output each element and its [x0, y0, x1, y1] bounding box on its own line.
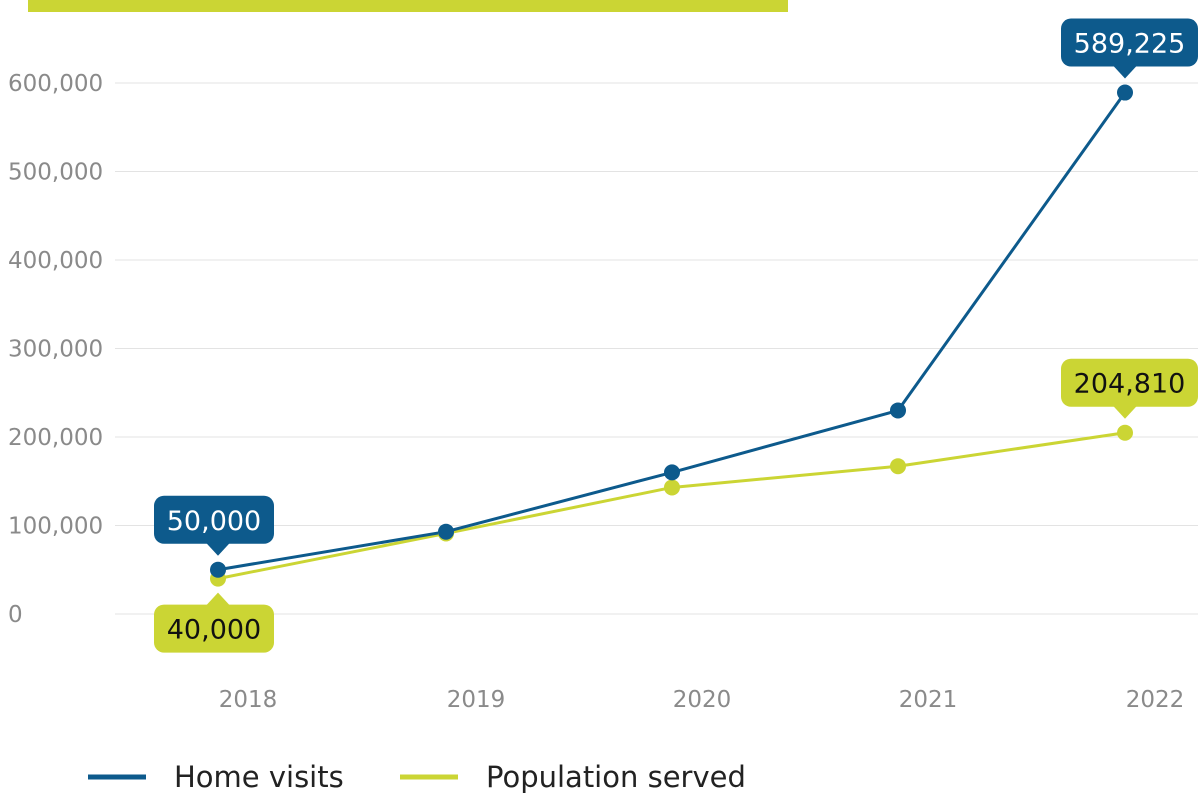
data-point	[210, 561, 226, 578]
series-line	[217, 431, 1126, 581]
gridlines	[115, 82, 1198, 615]
legend-item: Home visits	[88, 760, 344, 794]
legend-label: Home visits	[174, 760, 344, 794]
series-line	[217, 91, 1127, 572]
y-tick-label: 100,000	[8, 514, 103, 540]
value-callout: 204,810	[1061, 358, 1198, 419]
y-axis-tick-labels: 0 100,000 200,000 300,000 400,000 500,000 600,…	[8, 71, 103, 628]
callout-pointer	[1113, 405, 1137, 419]
callout-label: 50,000	[167, 506, 261, 537]
value-callouts: 50,000 589,225 40,000 204,810	[154, 18, 1198, 653]
x-tick-label: 2018	[219, 687, 278, 713]
header-accent-bar	[28, 0, 788, 12]
x-tick-label: 2021	[899, 687, 958, 713]
data-point	[664, 464, 680, 481]
legend: Home visits Population served	[88, 760, 746, 794]
legend-label: Population served	[486, 760, 746, 794]
y-tick-label: 300,000	[8, 337, 103, 363]
callout-box	[154, 604, 274, 653]
value-callout: 40,000	[154, 592, 274, 653]
callout-label: 589,225	[1074, 29, 1186, 60]
callout-box	[1061, 18, 1198, 67]
x-tick-label: 2019	[447, 687, 506, 713]
x-axis-tick-labels: 2018 2019 2020 2021 2022	[219, 687, 1185, 713]
y-tick-label: 200,000	[8, 425, 103, 451]
callout-pointer	[206, 542, 230, 556]
data-point	[890, 458, 906, 475]
y-tick-label: 500,000	[8, 160, 103, 186]
data-point	[1117, 424, 1133, 441]
data-point	[438, 523, 454, 540]
legend-item: Population served	[400, 760, 746, 794]
data-points	[210, 84, 1133, 587]
x-tick-label: 2022	[1126, 687, 1185, 713]
data-point	[664, 479, 680, 496]
callout-label: 40,000	[167, 615, 261, 646]
x-tick-label: 2020	[673, 687, 732, 713]
callout-box	[154, 495, 274, 544]
y-tick-label: 400,000	[8, 248, 103, 274]
callout-label: 204,810	[1074, 369, 1186, 400]
y-tick-label: 0	[8, 602, 23, 628]
callout-box	[1061, 358, 1198, 407]
data-point	[890, 402, 906, 419]
value-callout: 50,000	[154, 495, 274, 556]
data-point	[1117, 84, 1133, 101]
callout-pointer	[1113, 65, 1137, 79]
value-callout: 589,225	[1061, 18, 1198, 79]
callout-pointer	[206, 592, 230, 606]
y-tick-label: 600,000	[8, 71, 103, 97]
series-lines	[217, 91, 1127, 581]
